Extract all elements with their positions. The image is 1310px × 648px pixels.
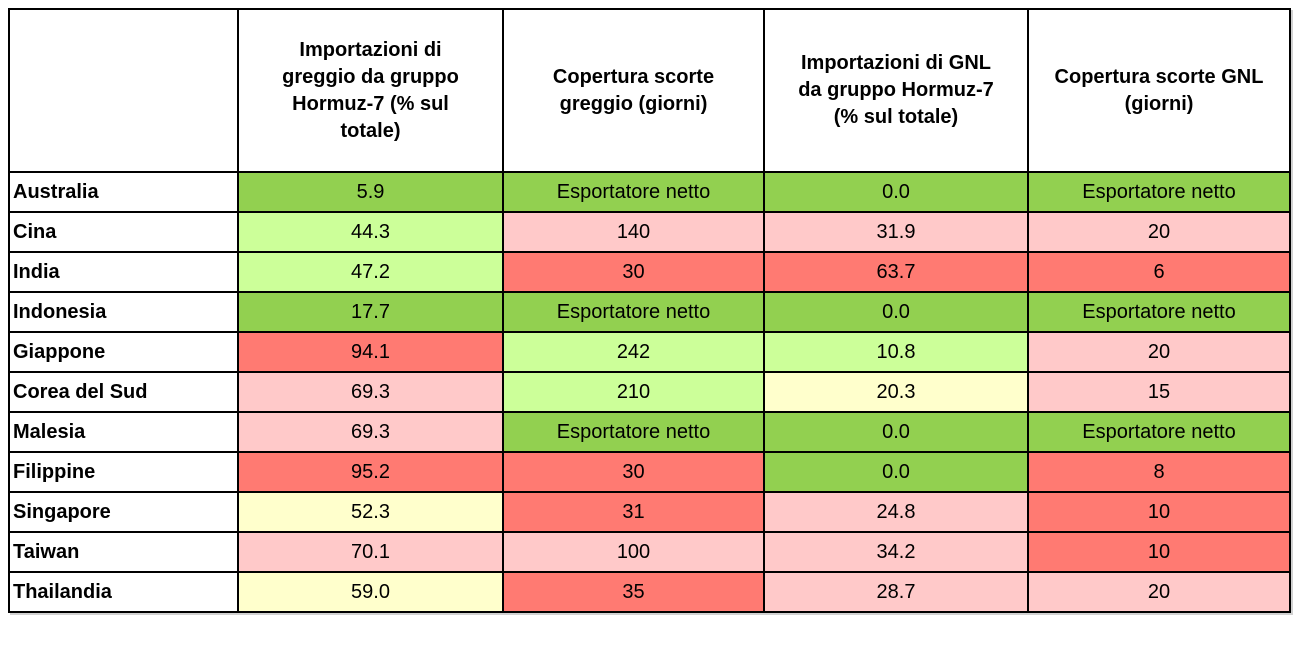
row-label-country: India [8,251,239,293]
cell-lng-stock-days: Esportatore netto [1027,291,1291,333]
cell-lng-import-share: 10.8 [763,331,1029,373]
cell-lng-import-share: 28.7 [763,571,1029,613]
table-row-india: India 47.2 30 63.7 6 [8,251,1291,293]
table-row-filippine: Filippine 95.2 30 0.0 8 [8,451,1291,493]
cell-lng-import-share: 0.0 [763,411,1029,453]
cell-lng-import-share: 63.7 [763,251,1029,293]
cell-lng-import-share: 24.8 [763,491,1029,533]
cell-lng-import-share: 20.3 [763,371,1029,413]
cell-crude-stock-days: 30 [502,251,765,293]
row-label-country: Taiwan [8,531,239,573]
cell-lng-import-share: 34.2 [763,531,1029,573]
cell-lng-import-share: 31.9 [763,211,1029,253]
cell-crude-stock-days: 31 [502,491,765,533]
header-row: Importazioni di greggio da gruppo Hormuz… [8,8,1291,173]
cell-lng-stock-days: 6 [1027,251,1291,293]
col-header-lng-import-share: Importazioni di GNL da gruppo Hormuz-7 (… [763,8,1029,173]
cell-lng-stock-days: 10 [1027,531,1291,573]
cell-crude-import-share: 59.0 [237,571,504,613]
table-row-taiwan: Taiwan 70.1 100 34.2 10 [8,531,1291,573]
cell-lng-stock-days: 20 [1027,331,1291,373]
row-label-country: Indonesia [8,291,239,333]
col-header-crude-stock-days: Copertura scorte greggio (giorni) [502,8,765,173]
cell-lng-stock-days: 15 [1027,371,1291,413]
cell-lng-stock-days: Esportatore netto [1027,411,1291,453]
cell-crude-stock-days: 35 [502,571,765,613]
cell-crude-stock-days: Esportatore netto [502,291,765,333]
cell-crude-import-share: 69.3 [237,411,504,453]
cell-crude-stock-days: 210 [502,371,765,413]
cell-crude-import-share: 17.7 [237,291,504,333]
hormuz7-energy-table: Importazioni di greggio da gruppo Hormuz… [8,8,1291,613]
cell-crude-import-share: 5.9 [237,171,504,213]
cell-crude-stock-days: 30 [502,451,765,493]
cell-crude-import-share: 47.2 [237,251,504,293]
table-row-thailandia: Thailandia 59.0 35 28.7 20 [8,571,1291,613]
cell-crude-import-share: 94.1 [237,331,504,373]
corner-cell [8,8,239,173]
cell-crude-import-share: 52.3 [237,491,504,533]
row-label-country: Malesia [8,411,239,453]
table-row-cina: Cina 44.3 140 31.9 20 [8,211,1291,253]
table-row-australia: Australia 5.9 Esportatore netto 0.0 Espo… [8,171,1291,213]
row-label-country: Corea del Sud [8,371,239,413]
row-label-country: Filippine [8,451,239,493]
table-row-giappone: Giappone 94.1 242 10.8 20 [8,331,1291,373]
table-row-singapore: Singapore 52.3 31 24.8 10 [8,491,1291,533]
cell-crude-import-share: 69.3 [237,371,504,413]
cell-crude-stock-days: 242 [502,331,765,373]
table-row-corea-del-sud: Corea del Sud 69.3 210 20.3 15 [8,371,1291,413]
table-row-indonesia: Indonesia 17.7 Esportatore netto 0.0 Esp… [8,291,1291,333]
row-label-country: Giappone [8,331,239,373]
cell-lng-stock-days: 20 [1027,571,1291,613]
cell-lng-import-share: 0.0 [763,171,1029,213]
table-row-malesia: Malesia 69.3 Esportatore netto 0.0 Espor… [8,411,1291,453]
cell-crude-import-share: 70.1 [237,531,504,573]
cell-crude-import-share: 95.2 [237,451,504,493]
cell-crude-stock-days: 140 [502,211,765,253]
cell-crude-import-share: 44.3 [237,211,504,253]
cell-lng-import-share: 0.0 [763,291,1029,333]
cell-lng-import-share: 0.0 [763,451,1029,493]
cell-lng-stock-days: 10 [1027,491,1291,533]
row-label-country: Singapore [8,491,239,533]
col-header-crude-import-share: Importazioni di greggio da gruppo Hormuz… [237,8,504,173]
cell-crude-stock-days: Esportatore netto [502,411,765,453]
col-header-lng-stock-days: Copertura scorte GNL (giorni) [1027,8,1291,173]
row-label-country: Cina [8,211,239,253]
cell-crude-stock-days: Esportatore netto [502,171,765,213]
cell-lng-stock-days: Esportatore netto [1027,171,1291,213]
cell-lng-stock-days: 20 [1027,211,1291,253]
row-label-country: Australia [8,171,239,213]
cell-crude-stock-days: 100 [502,531,765,573]
row-label-country: Thailandia [8,571,239,613]
cell-lng-stock-days: 8 [1027,451,1291,493]
